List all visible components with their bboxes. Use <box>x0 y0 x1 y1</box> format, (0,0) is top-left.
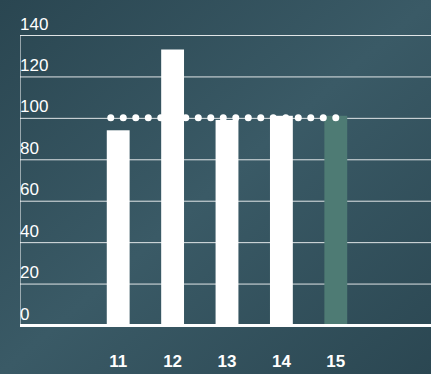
bar <box>216 120 239 325</box>
y-tick-label: 120 <box>20 56 48 75</box>
x-tick-label: 13 <box>218 352 237 371</box>
x-tick: 12 <box>163 325 182 371</box>
x-tick-label: 11 <box>109 352 127 371</box>
y-tick-label: 20 <box>20 263 39 282</box>
bar <box>324 116 347 325</box>
y-tick-label: 80 <box>20 139 39 158</box>
y-tick-label: 100 <box>20 97 48 116</box>
x-tick-label: 14 <box>272 352 291 371</box>
chart: 0 20 40 60 80 100 120 140 11 12 13 14 15 <box>0 0 431 374</box>
y-axis: 0 20 40 60 80 100 120 140 <box>20 15 431 326</box>
x-tick: 15 <box>326 325 345 371</box>
bar <box>107 130 130 325</box>
x-tick: 11 <box>109 325 127 371</box>
reference-line <box>111 114 347 121</box>
x-axis: 11 12 13 14 15 <box>92 325 364 371</box>
bar <box>161 50 184 326</box>
grid-line <box>20 118 431 119</box>
x-tick-label: 15 <box>326 352 345 371</box>
bar <box>270 116 293 325</box>
background <box>0 0 431 374</box>
y-tick: 100 <box>20 97 431 118</box>
y-tick-label: 40 <box>20 222 39 241</box>
grid-line <box>20 76 431 77</box>
x-tick: 14 <box>272 325 291 371</box>
grid-line <box>20 324 431 327</box>
x-axis-line <box>92 324 364 327</box>
y-tick-label: 140 <box>20 15 48 34</box>
y-tick: 120 <box>20 56 431 77</box>
x-tick-label: 12 <box>163 352 182 371</box>
grid-line <box>20 35 431 36</box>
y-tick: 140 <box>20 15 431 36</box>
plot-area <box>107 50 347 326</box>
y-tick-label: 0 <box>20 305 29 324</box>
y-tick-label: 60 <box>20 180 39 199</box>
x-tick: 13 <box>218 325 237 371</box>
